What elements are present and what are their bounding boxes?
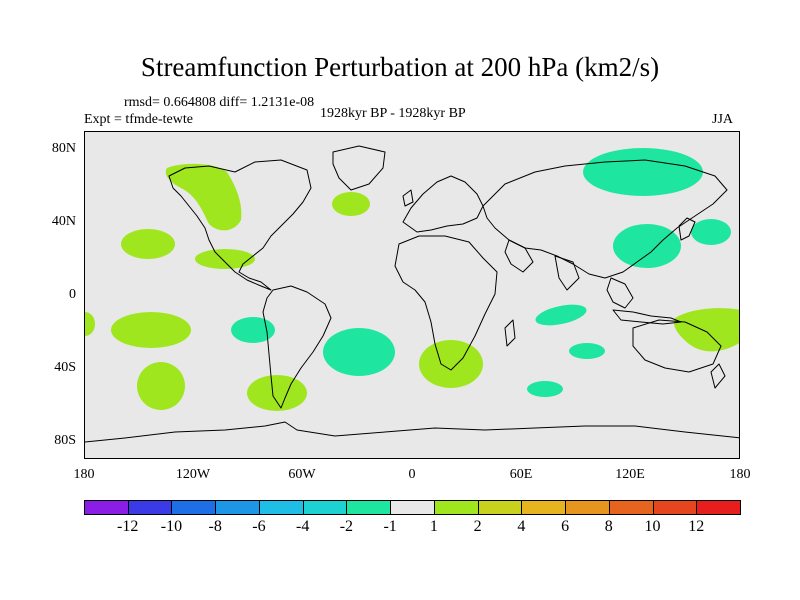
positive-anomaly-fields: [85, 163, 739, 411]
anomaly-north-pacific-west: [691, 219, 731, 245]
negative-anomaly-fields: [231, 148, 731, 397]
coast-australia: [632, 319, 722, 373]
colorbar-box-3: [215, 500, 260, 515]
coast-europe: [402, 175, 484, 233]
anomaly-indian-ocean: [535, 304, 587, 326]
colorbar-label-13: 12: [688, 518, 705, 535]
colorbar-label-7: 1: [429, 518, 438, 535]
coast-greenland: [332, 145, 386, 191]
colorbar-label-12: 10: [644, 518, 661, 535]
colorbar-box-12: [608, 500, 654, 515]
y-tick-80n: 80N: [51, 141, 76, 156]
anomaly-south-indian: [569, 343, 605, 359]
y-tick-80s: 80S: [54, 433, 76, 448]
anomaly-south-africa: [419, 340, 483, 388]
anomaly-south-pacific-east: [137, 362, 185, 410]
coast-southeast-asia: [606, 277, 634, 309]
x-tick-120w: 120W: [175, 467, 211, 482]
y-tick-0: 0: [69, 287, 76, 302]
x-tick-120e: 120E: [615, 467, 645, 482]
colorbar-label-2: -8: [208, 518, 222, 535]
experiment-label: Expt = tfmde-tewte: [84, 112, 193, 127]
colorbar-label-3: -6: [252, 518, 266, 535]
x-tick-60e: 60E: [509, 467, 533, 482]
period-label: 1928kyr BP - 1928kyr BP: [320, 106, 466, 121]
anomaly-dateline-south: [85, 312, 95, 336]
coast-asia: [482, 159, 728, 279]
coast-africa: [394, 235, 498, 371]
colorbar-box-10: [521, 500, 567, 515]
colorbar-label-0: -12: [117, 518, 139, 535]
anomaly-mexico: [195, 249, 255, 269]
anomaly-southern-ocean: [527, 381, 563, 397]
colorbar-label-11: 8: [604, 518, 613, 535]
stats-label: rmsd= 0.664808 diff= 1.2131e-08: [124, 95, 315, 110]
colorbar-box-9: [477, 500, 523, 515]
colorbar-box-6: [346, 500, 392, 515]
y-tick-40n: 40N: [51, 214, 76, 229]
colorbar-label-9: 4: [517, 518, 526, 535]
anomaly-south-america: [247, 375, 307, 411]
coast-india: [554, 255, 580, 291]
anomaly-north-pacific: [121, 229, 175, 259]
anomaly-south-atlantic: [323, 328, 395, 376]
coastlines: [85, 145, 739, 443]
colorbar-box-7: [390, 500, 435, 515]
anomaly-north-atlantic: [332, 192, 370, 216]
chart-title: Streamfunction Perturbation at 200 hPa (…: [140, 52, 660, 82]
anomaly-east-asia: [613, 224, 681, 268]
x-tick-0: 0: [408, 467, 416, 482]
coast-uk: [402, 189, 414, 207]
y-tick-40s: 40S: [54, 360, 76, 375]
colorbar-label-10: 6: [561, 518, 570, 535]
anomaly-south-pacific-west: [111, 312, 191, 348]
coast-south-america: [262, 285, 332, 409]
map-plot: [84, 131, 740, 459]
x-tick-180e: 180: [729, 467, 751, 482]
colorbar-label-1: -10: [160, 518, 183, 535]
anomaly-siberia: [583, 148, 703, 196]
coast-new-zealand: [710, 363, 726, 389]
map-svg: [85, 145, 739, 443]
colorbar-label-5: -2: [339, 518, 354, 535]
coast-arabia: [504, 239, 534, 273]
season-label: JJA: [712, 112, 734, 127]
colorbar-box-4: [258, 500, 304, 515]
anomaly-south-atlantic-west: [231, 317, 275, 343]
coast-madagascar: [504, 319, 516, 347]
colorbar-box-1: [127, 500, 173, 515]
colorbar-box-14: [696, 500, 741, 515]
x-tick-180w: 180: [73, 467, 95, 482]
anomaly-australia: [674, 308, 739, 352]
coast-japan: [678, 217, 696, 241]
colorbar-box-13: [652, 500, 698, 515]
colorbar-label-4: -4: [295, 518, 310, 535]
colorbar-box-5: [302, 500, 348, 515]
x-tick-60w: 60W: [288, 467, 316, 482]
colorbar-label-6: -1: [383, 518, 397, 535]
colorbar-label-8: 2: [473, 518, 482, 535]
coast-antarctica: [85, 421, 739, 443]
colorbar-box-8: [433, 500, 479, 515]
colorbar-box-0: [84, 500, 129, 515]
coast-indonesia: [612, 309, 682, 325]
colorbar-box-11: [565, 500, 610, 515]
anomaly-alaska-canada: [165, 163, 242, 231]
coast-north-america: [168, 159, 312, 291]
colorbar-box-2: [171, 500, 217, 515]
